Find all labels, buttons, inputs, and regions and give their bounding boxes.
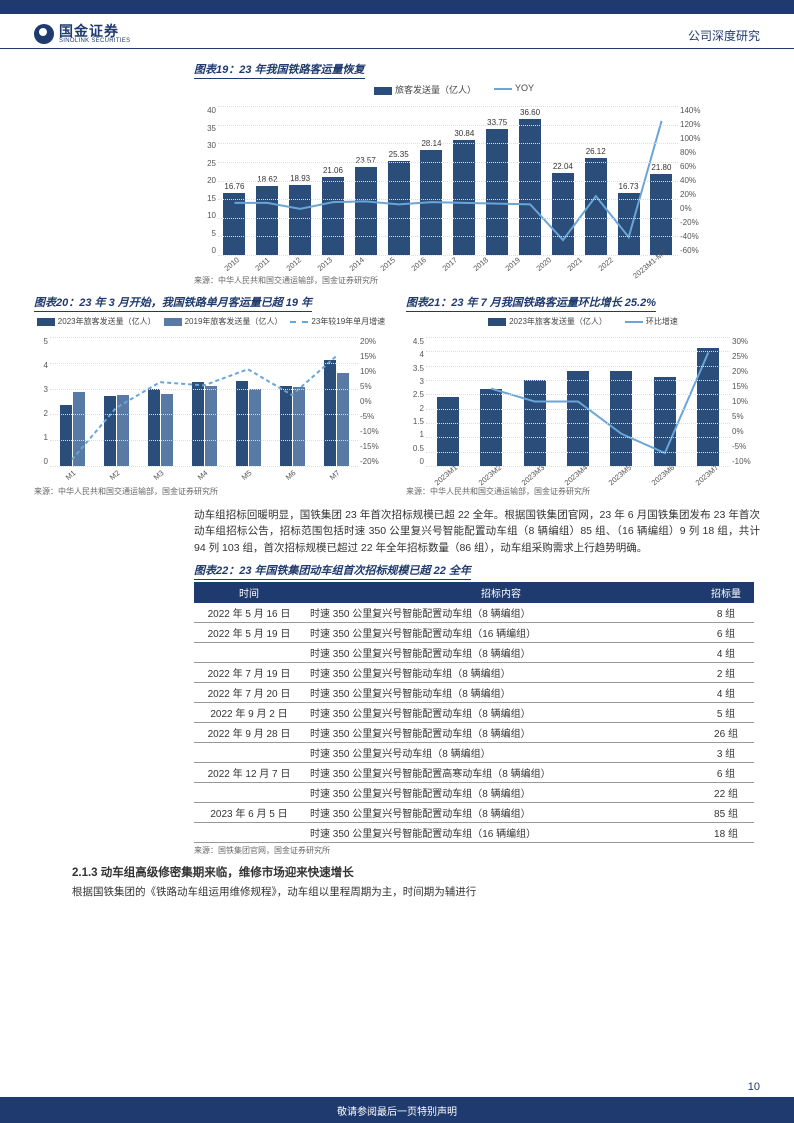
logo-text-en: SINOLINK SECURITIES	[59, 38, 130, 44]
doc-type: 公司深度研究	[688, 27, 760, 44]
logo-text-cn: 国金证券	[59, 24, 130, 38]
chart21-yr: 30%25%20%15%10%5%0%-5%-10%	[732, 337, 760, 466]
top-accent	[0, 0, 794, 14]
legend-bar: 旅客发送量（亿人）	[395, 85, 476, 95]
chart19-xaxis: 2010201120122013201420152016201720182019…	[218, 255, 678, 273]
chart21-x: 2023M12023M22023M32023M42023M52023M62023…	[426, 466, 730, 484]
chart20-yr: 20%15%10%5%0%-5%-10%-15%-20%	[360, 337, 388, 466]
chart20-legend: 2023年旅客发送量（亿人） 2019年旅客发送量（亿人） 23年较19年单月增…	[34, 316, 388, 327]
page-header: 国金证券 SINOLINK SECURITIES 公司深度研究	[0, 14, 794, 49]
chart19-yaxis-right: 140%120%100%80%60%40%20%0%-20%-40%-60%	[680, 106, 714, 255]
chart20-x: M1M2M3M4M5M6M7	[50, 466, 358, 484]
chart21-source: 来源：中华人民共和国交通运输部，国金证券研究所	[406, 486, 760, 497]
section-heading: 2.1.3 动车组高级修密集期来临，维修市场迎来快速增长	[72, 864, 760, 880]
table-source: 来源：国铁集团官网，国金证券研究所	[194, 845, 760, 856]
chart21-yl: 4.543.532.521.510.50	[406, 337, 424, 466]
legend-line: YOY	[515, 83, 534, 93]
chart20-source: 来源：中华人民共和国交通运输部，国金证券研究所	[34, 486, 388, 497]
chart20-plot	[50, 337, 358, 466]
chart19-title: 图表19：23 年我国铁路客运量恢复	[194, 61, 365, 79]
chart19: 旅客发送量（亿人） YOY 4035302520151050 140%120%1…	[194, 83, 714, 273]
body-paragraph: 动车组招标回暖明显，国铁集团 23 年首次招标规模已超 22 全年。根据国铁集团…	[194, 507, 760, 556]
chart19-source: 来源：中华人民共和国交通运输部，国金证券研究所	[194, 275, 760, 286]
chart21-legend: 2023年旅客发送量（亿人） 环比增速	[406, 316, 760, 327]
chart21-plot	[426, 337, 730, 466]
logo-icon	[34, 24, 54, 44]
chart19-plot: 16.7618.6218.9321.0623.5725.3528.1430.84…	[218, 106, 678, 255]
footer-disclaimer: 敬请参阅最后一页特别声明	[0, 1097, 794, 1123]
chart21-title: 图表21：23 年 7 月我国铁路客运量环比增长 25.2%	[406, 294, 656, 312]
chart19-yaxis-left: 4035302520151050	[194, 106, 216, 255]
table-title: 图表22：23 年国铁集团动车组首次招标规模已超 22 全年	[194, 562, 471, 580]
page-number: 10	[748, 1081, 760, 1093]
chart20-title: 图表20：23 年 3 月开始，我国铁路单月客运量已超 19 年	[34, 294, 312, 312]
chart20-yl: 543210	[34, 337, 48, 466]
logo: 国金证券 SINOLINK SECURITIES	[34, 24, 130, 44]
next-paragraph: 根据国铁集团的《铁路动车组运用维修规程》，动车组以里程周期为主，时间期为辅进行	[72, 884, 760, 900]
tender-table: 时间招标内容招标量 2022 年 5 月 16 日时速 350 公里复兴号智能配…	[194, 582, 754, 843]
chart19-legend: 旅客发送量（亿人） YOY	[194, 83, 714, 96]
